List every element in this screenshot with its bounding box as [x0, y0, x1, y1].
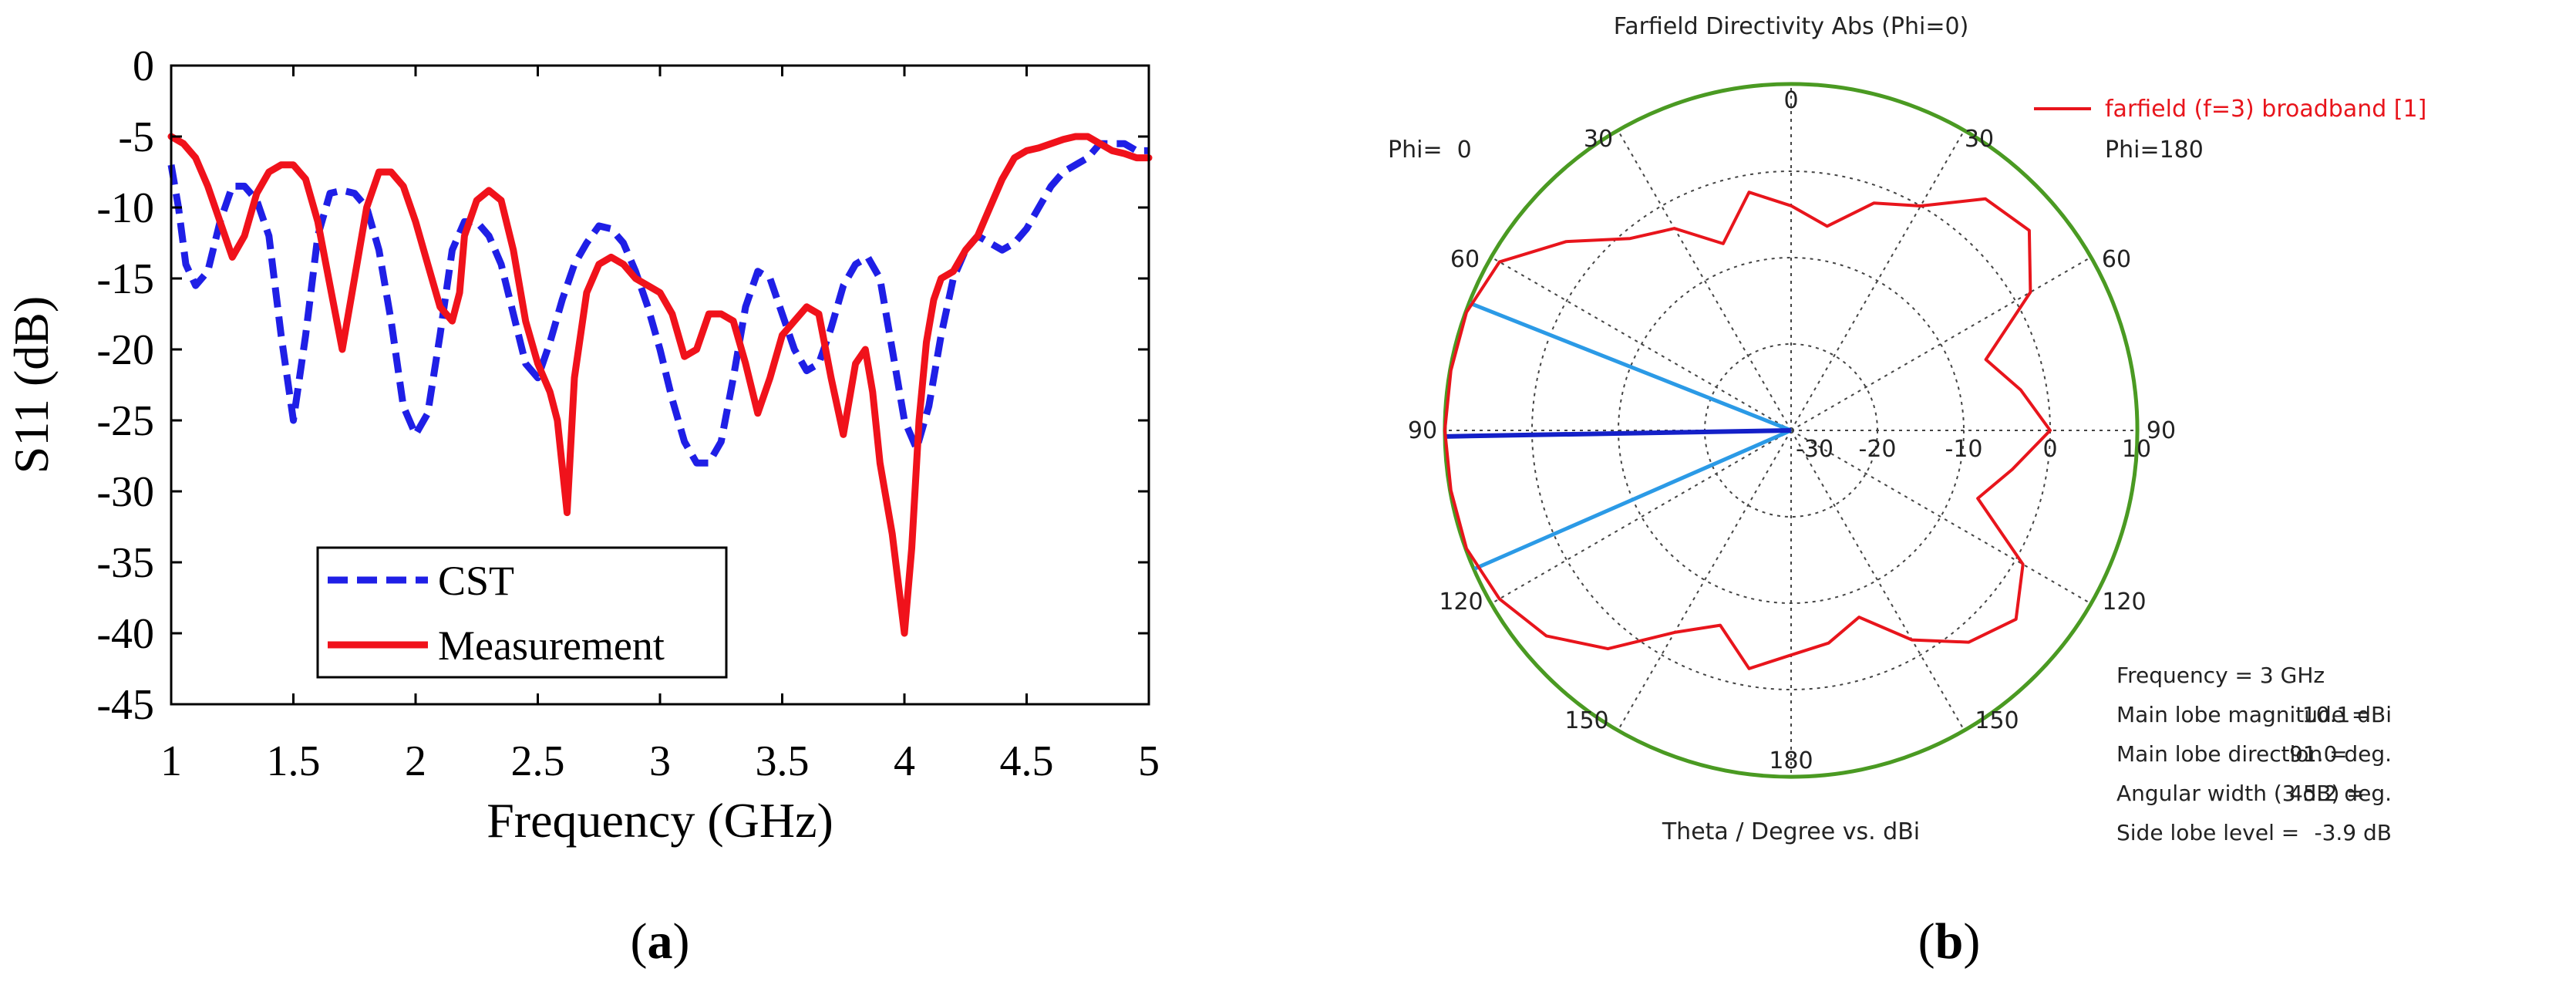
info-width-value: 45.2 deg. — [2289, 781, 2392, 806]
grid-spoke — [1618, 130, 1792, 431]
info-frequency: Frequency = 3 GHz — [2116, 663, 2325, 688]
radial-tick-label: -20 — [1859, 436, 1897, 463]
x-axis-title: Frequency (GHz) — [487, 793, 833, 848]
legend-box — [316, 546, 728, 679]
beamwidth-line — [1469, 301, 1792, 433]
y-tick-label: -5 — [118, 113, 154, 161]
grid-spoke — [1618, 430, 1792, 730]
grid-spoke — [1491, 257, 1792, 431]
phi-right-label: Phi=180 — [2105, 137, 2204, 164]
radial-tick-label: -10 — [1945, 436, 1983, 463]
angle-label-l60: 60 — [1450, 246, 1480, 273]
x-tick-label: 1.5 — [267, 737, 321, 785]
y-tick-label: -40 — [96, 610, 154, 658]
y-tick-label: -35 — [96, 539, 154, 587]
grid-spoke — [1790, 430, 2091, 604]
legend-label-measurement: Measurement — [438, 622, 665, 669]
panel-label-b: (b) — [1918, 913, 1981, 970]
axis-tick-labels: 1 1.5 2 2.5 3 3.5 4 4.5 5 0 -5 -10 -15 -20 -25 -30 -35 -4… — [96, 42, 1160, 785]
radial-tick-label: -30 — [1796, 436, 1834, 463]
panel-label-a: (a) — [631, 913, 690, 970]
info-direction-label: Main lobe direction = — [2116, 741, 2348, 767]
info-magnitude-label: Main lobe magnitude = — [2116, 702, 2369, 727]
grid-spoke — [1491, 430, 1792, 604]
x-tick-label: 5 — [1138, 737, 1160, 785]
chart-a: 1 1.5 2 2.5 3 3.5 4 4.5 5 0 -5 -10 -15 -20 -25 -30 -35 -4… — [4, 42, 1160, 970]
radial-tick-label: 10 — [2122, 436, 2151, 463]
pattern-left-half — [1443, 191, 1792, 670]
pattern-right-half — [1790, 197, 2052, 657]
x-tick-label: 3.5 — [756, 737, 810, 785]
x-tick-label: 4.5 — [1000, 737, 1054, 785]
y-tick-label: -30 — [96, 468, 154, 516]
x-tick-label: 1 — [160, 737, 182, 785]
info-magnitude-value: 10.1 dBi — [2302, 702, 2392, 727]
angle-labels: 0 30 60 90 120 150 180 30 60 90 120 150 — [1408, 87, 2176, 774]
angle-label-r90: 90 — [2147, 417, 2176, 444]
info-direction-value: 91.0 deg. — [2289, 741, 2392, 767]
panel-label-b-letter: b — [1935, 913, 1964, 970]
x-tick-label: 4 — [894, 737, 915, 785]
angle-label-180: 180 — [1769, 747, 1813, 774]
panel-label-a-letter: a — [648, 913, 673, 970]
beamwidth-lines — [1446, 301, 1793, 571]
beamwidth-line — [1473, 428, 1793, 571]
angle-label-l30: 30 — [1584, 126, 1613, 153]
angle-label-r30: 30 — [1965, 126, 1994, 153]
grid-spoke — [1790, 430, 1965, 730]
axis-ticks — [170, 64, 1150, 706]
legend-label-cst: CST — [438, 558, 514, 604]
grid-spoke — [1790, 257, 2091, 431]
polar-legend: farfield (f=3) broadband [1] — [2034, 96, 2426, 123]
y-tick-label: 0 — [133, 42, 154, 90]
grid-spoke — [1790, 130, 1965, 431]
angle-label-r120: 120 — [2102, 589, 2146, 616]
x-tick-label: 2 — [405, 737, 426, 785]
radiation-pattern — [1443, 191, 2052, 670]
angle-label-l150: 150 — [1564, 707, 1608, 734]
polar-title: Farfield Directivity Abs (Phi=0) — [1614, 13, 1969, 40]
chart-b: Farfield Directivity Abs (Phi=0) -30 -20-… — [1388, 13, 2426, 970]
y-tick-label: -20 — [96, 326, 154, 374]
info-width-label: Angular width (3 dB) = — [2116, 781, 2365, 806]
y-tick-label: -25 — [96, 397, 154, 445]
legend: CST Measurement — [316, 546, 728, 679]
angle-label-0: 0 — [1783, 87, 1798, 114]
angle-label-l90: 90 — [1408, 417, 1437, 444]
angle-label-r60: 60 — [2102, 246, 2131, 273]
plot-curves — [167, 133, 1153, 637]
series-cst-line — [167, 140, 1149, 467]
angle-label-r150: 150 — [1975, 707, 2019, 734]
info-block: Frequency = 3 GHz Main lobe magnitude = … — [2116, 663, 2392, 845]
main-lobe-direction-line — [1446, 428, 1792, 439]
x-tick-label: 3 — [649, 737, 671, 785]
y-axis-title: S11 (dB) — [4, 296, 59, 474]
polar-legend-label: farfield (f=3) broadband [1] — [2105, 96, 2426, 123]
radial-tick-label: 0 — [2042, 436, 2057, 463]
x-tick-label: 2.5 — [511, 737, 565, 785]
info-sidelobe-value: -3.9 dB — [2314, 820, 2392, 845]
angle-label-l120: 120 — [1439, 589, 1483, 616]
polar-axis-caption: Theta / Degree vs. dBi — [1662, 818, 1920, 845]
phi-left-label: Phi= 0 — [1388, 137, 1472, 164]
y-tick-label: -15 — [96, 255, 154, 303]
series-measurement-line — [167, 133, 1153, 637]
y-tick-label: -10 — [96, 184, 154, 232]
radial-tick-labels: -30 -20 -10 0 10 — [1796, 436, 2151, 463]
y-tick-label: -45 — [96, 681, 154, 729]
info-sidelobe-label: Side lobe level = — [2116, 820, 2299, 845]
